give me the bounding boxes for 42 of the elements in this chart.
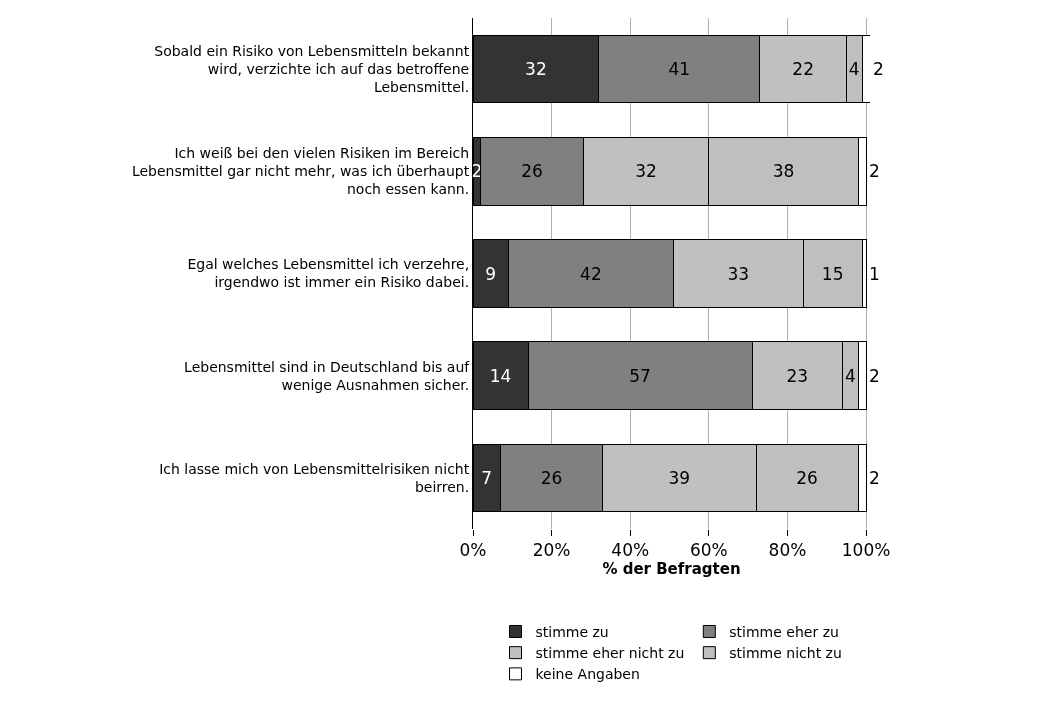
x-tick-label: 60% bbox=[689, 540, 728, 561]
data-label: 9 bbox=[485, 263, 497, 284]
legend-label: keine Angaben bbox=[535, 666, 640, 683]
data-label: 26 bbox=[540, 467, 563, 488]
data-label: 4 bbox=[844, 365, 856, 386]
y-tick-label: Ich weiß bei den vielen Risiken im Bereich Lebensmittel gar nicht mehr, was ich überhaupt noch essen kann. bbox=[131, 145, 470, 198]
legend-label: stimme nicht zu bbox=[729, 645, 842, 662]
data-label: 32 bbox=[635, 161, 657, 182]
data-label: 39 bbox=[668, 467, 691, 488]
data-label: 2 bbox=[869, 467, 880, 488]
y-tick-label: Ich lasse mich von Lebensmittelrisiken nicht beirren. bbox=[159, 460, 470, 495]
data-label: 23 bbox=[786, 365, 809, 386]
legend-label: stimme eher nicht zu bbox=[535, 645, 685, 662]
data-label: 2 bbox=[869, 161, 880, 182]
x-tick-label: 0% bbox=[459, 540, 487, 561]
data-label: 41 bbox=[668, 59, 691, 80]
y-tick-label: Sobald ein Risiko von Lebensmitteln bekannt wird, verzichte ich auf das betroffene Lebensmittel. bbox=[154, 42, 470, 96]
data-label: 38 bbox=[772, 161, 795, 182]
data-label: 7 bbox=[481, 467, 493, 488]
data-label: 42 bbox=[580, 263, 602, 284]
data-label: 4 bbox=[848, 59, 860, 80]
x-tick-label: 40% bbox=[611, 540, 650, 561]
data-label: 57 bbox=[629, 365, 651, 386]
y-tick-label: Lebensmittel sind in Deutschland bis auf wenige Ausnahmen sicher. bbox=[184, 358, 471, 393]
data-label: 2 bbox=[873, 59, 884, 80]
y-tick-label: Egal welches Lebensmittel ich verzehre, irgendwo ist immer ein Risiko dabei. bbox=[187, 256, 470, 291]
data-label: 26 bbox=[796, 467, 818, 488]
data-label: 2 bbox=[869, 365, 880, 386]
data-label: 15 bbox=[821, 263, 844, 284]
x-tick-label: 80% bbox=[768, 540, 807, 561]
data-label: 26 bbox=[521, 161, 543, 182]
data-label: 33 bbox=[727, 263, 750, 284]
x-tick-label: 100% bbox=[841, 540, 891, 561]
x-axis-title: % der Befragten bbox=[602, 560, 741, 579]
data-label: 1 bbox=[869, 263, 880, 284]
legend-label: stimme zu bbox=[535, 623, 609, 640]
data-label: 2 bbox=[471, 161, 483, 182]
data-label: 14 bbox=[489, 365, 512, 386]
data-label: 32 bbox=[525, 59, 547, 80]
legend-label: stimme eher zu bbox=[729, 623, 839, 640]
data-label: 22 bbox=[792, 59, 814, 80]
x-tick-label: 20% bbox=[532, 540, 571, 561]
